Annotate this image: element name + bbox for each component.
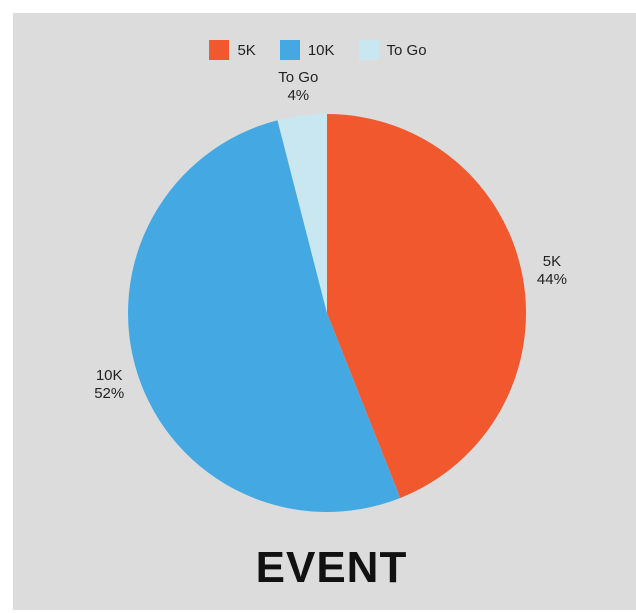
slice-label-category-5k: 5K	[543, 253, 561, 270]
legend: 5K 10K To Go	[0, 40, 636, 60]
slice-label-category-to-go: To Go	[278, 69, 318, 86]
pie-slice-10k[interactable]	[127, 120, 401, 513]
legend-item-10k[interactable]: 10K	[279, 40, 335, 60]
slice-label-value-5k: 44%	[537, 271, 567, 288]
pie-slice-5k[interactable]	[327, 114, 527, 499]
slice-label-value-10k: 52%	[94, 385, 124, 402]
legend-item-5k[interactable]: 5K	[209, 40, 256, 60]
slice-label-value-to-go: 4%	[287, 87, 309, 104]
legend-swatch-to-go	[358, 40, 379, 60]
legend-item-to-go[interactable]: To Go	[358, 40, 427, 60]
legend-label-5k: 5K	[237, 41, 256, 59]
chart-title: EVENT	[255, 543, 408, 592]
legend-label-to-go: To Go	[386, 41, 427, 59]
legend-swatch-10k	[279, 40, 300, 60]
legend-label-10k: 10K	[307, 41, 335, 59]
pie-slice-to-go[interactable]	[277, 114, 327, 313]
slice-label-category-10k: 10K	[96, 367, 123, 384]
legend-swatch-5k	[209, 40, 230, 60]
